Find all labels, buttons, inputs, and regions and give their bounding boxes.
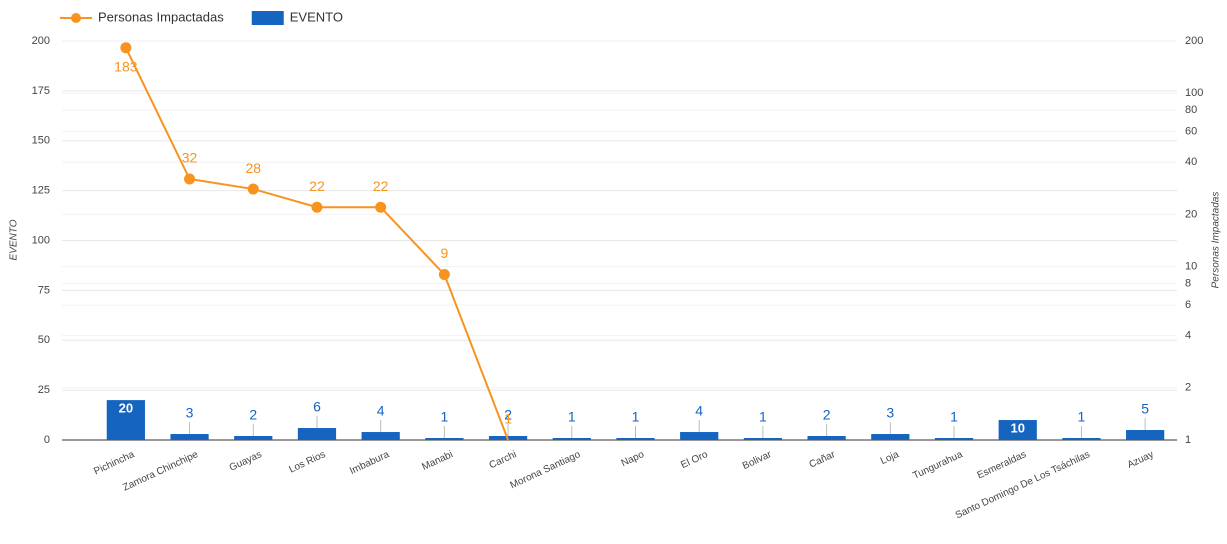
line-point [120, 42, 132, 54]
y2-tick-label: 6 [1185, 299, 1191, 311]
bar [998, 420, 1037, 440]
y2-tick-label: 60 [1185, 126, 1197, 138]
y2-tick-label: 8 [1185, 277, 1191, 289]
bar-value-label: 6 [313, 399, 321, 415]
x-tick-label: Bolivar [741, 449, 774, 472]
y-axis-title: EVENTO [9, 219, 20, 260]
y2-tick-label: 20 [1185, 208, 1197, 220]
bar-value-label: 4 [695, 403, 703, 419]
y2-tick-label: 200 [1185, 35, 1203, 47]
bar [934, 438, 974, 440]
line-point [375, 201, 387, 213]
legend-marker [71, 13, 81, 23]
x-tick-label: Morona Santiago [508, 449, 582, 491]
x-tick-label: Carchi [488, 449, 519, 471]
bar-value-label: 1 [568, 409, 576, 425]
bar [361, 432, 400, 440]
line-value-label: 1 [504, 411, 512, 427]
line-value-label: 32 [182, 150, 198, 166]
bar-value-label: 2 [504, 407, 512, 423]
bar [297, 428, 337, 440]
bar-value-label: 1 [1078, 409, 1086, 425]
y-tick-label: 75 [38, 284, 50, 296]
bar [552, 438, 591, 440]
y-tick-label: 0 [44, 434, 50, 446]
bar [425, 438, 464, 440]
bar-value-label: 5 [1141, 401, 1149, 417]
bar [807, 436, 846, 440]
bar [680, 432, 719, 440]
x-tick-label: Tungurahua [911, 449, 965, 482]
x-tick-label: El Oro [679, 449, 710, 471]
y2-tick-label: 2 [1185, 382, 1191, 394]
line-value-label: 183 [114, 58, 138, 74]
bar [234, 436, 273, 440]
legend-label: EVENTO [290, 9, 343, 24]
y2-tick-label: 4 [1185, 330, 1191, 342]
bar-value-label: 10 [1011, 420, 1025, 435]
bar-value-label: 3 [186, 405, 194, 421]
y2-tick-label: 1 [1185, 434, 1191, 446]
bar [871, 434, 910, 440]
y2-tick-label: 80 [1185, 104, 1197, 116]
bar-value-label: 1 [440, 409, 448, 425]
line-value-label: 22 [309, 178, 325, 194]
legend-swatch [251, 11, 284, 25]
line-point [311, 201, 323, 213]
line-point [184, 173, 196, 185]
y2-tick-label: 100 [1185, 87, 1203, 99]
bar-value-label: 1 [632, 409, 640, 425]
bar [1062, 438, 1101, 440]
y2-tick-label: 40 [1185, 156, 1197, 168]
y-tick-label: 125 [32, 185, 50, 197]
bar [106, 400, 145, 440]
bar-value-label: 1 [950, 409, 958, 425]
bar-value-label: 3 [886, 405, 894, 421]
bar [170, 434, 209, 440]
x-tick-label: Imbabura [348, 449, 391, 477]
bar-value-label: 4 [377, 403, 385, 419]
y-tick-label: 25 [38, 384, 50, 396]
y-tick-label: 50 [38, 334, 50, 346]
bar [616, 438, 655, 440]
line-value-label: 28 [245, 160, 261, 176]
y-tick-label: 175 [32, 85, 50, 97]
legend-label: Personas Impactadas [98, 9, 224, 24]
x-tick-label: Esmeraldas [976, 449, 1029, 481]
line [124, 47, 510, 441]
y-tick-label: 100 [32, 234, 50, 246]
bar-value-label: 1 [759, 409, 767, 425]
x-tick-label: Azuay [1126, 449, 1156, 471]
x-tick-label: Guayas [228, 449, 264, 474]
y-tick-label: 200 [32, 35, 50, 47]
y2-axis-title: Personas Impactadas [1211, 192, 1222, 289]
line-value-label: 9 [440, 245, 448, 261]
x-tick-label: Loja [879, 449, 901, 467]
bar-value-label: 2 [249, 407, 257, 423]
line-value-label: 22 [373, 178, 389, 194]
x-tick-label: Napo [620, 449, 647, 469]
x-tick-label: Manabi [420, 449, 454, 473]
bar [743, 438, 783, 440]
line-point [247, 183, 259, 195]
y-tick-label: 150 [32, 135, 50, 147]
bar-value-label: 2 [823, 407, 831, 423]
bar [1126, 430, 1165, 440]
x-tick-label: Los Rios [287, 449, 327, 475]
x-tick-label: Cañar [808, 449, 838, 471]
line-point [438, 269, 450, 281]
y2-tick-label: 10 [1185, 261, 1197, 273]
bar-value-label: 20 [119, 401, 133, 416]
x-tick-label: Pichincha [92, 449, 136, 477]
